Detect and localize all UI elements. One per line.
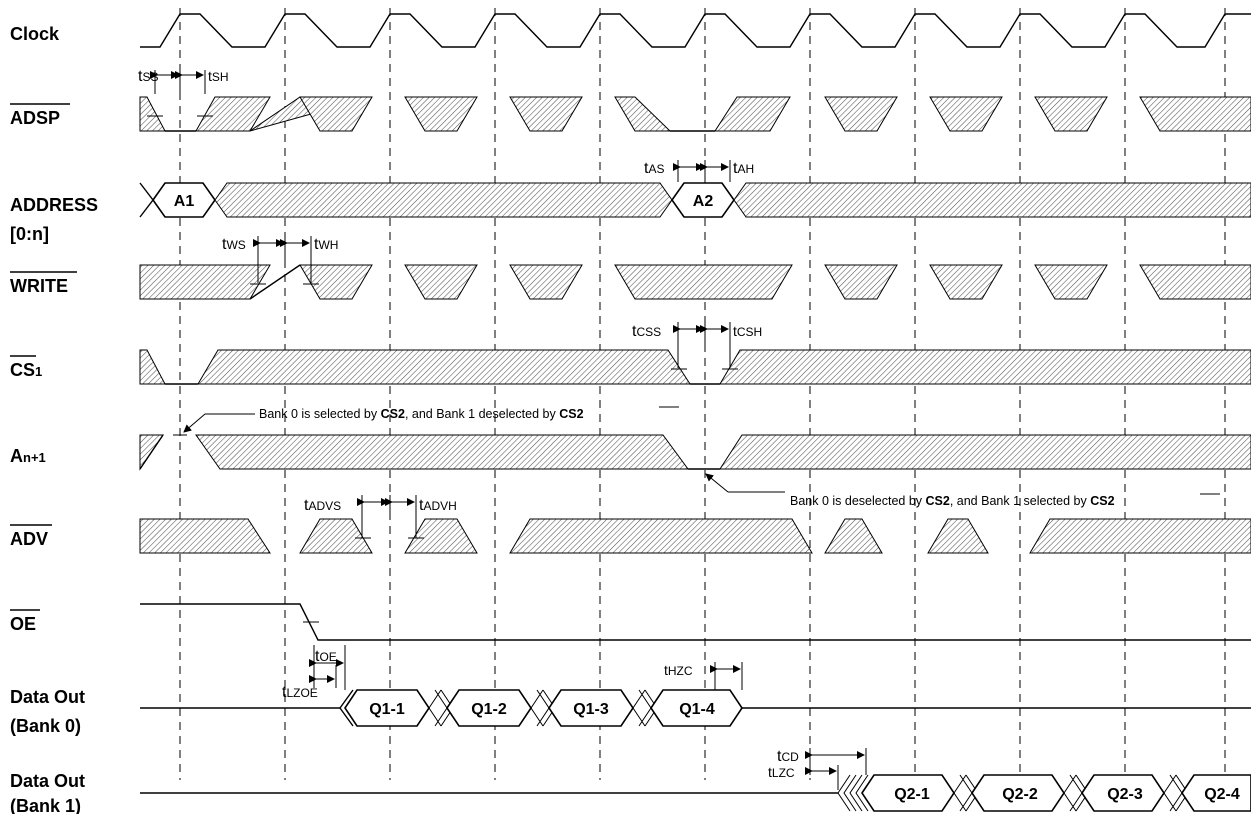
label-cs1: CS1	[10, 360, 42, 380]
timing-toe-tlzoe	[309, 645, 346, 690]
timing-tws-twh	[253, 236, 312, 283]
label-clock: Clock	[10, 24, 60, 44]
timing-tas-tah	[673, 160, 731, 182]
adv-waveform	[139, 518, 1251, 554]
timing-tcss-tcsh	[673, 322, 731, 368]
data-q1-4: Q1-4	[679, 701, 715, 718]
data-q2-2: Q2-2	[1002, 786, 1038, 803]
label-tcd: tCD	[777, 748, 799, 765]
label-twh: tWH	[314, 236, 338, 253]
label-data-out-bank0-line1: Data Out	[10, 687, 85, 707]
data-out-bank1-waveform	[140, 774, 1251, 812]
write-waveform	[139, 264, 1251, 300]
label-tah: tAH	[733, 160, 754, 177]
label-tlzc: tLZC	[768, 764, 795, 780]
label-tsh: tSH	[208, 68, 229, 84]
data-q1-1: Q1-1	[369, 701, 405, 718]
label-data-out-bank1-line2: (Bank 1)	[10, 796, 81, 814]
label-toe: tOE	[315, 648, 337, 665]
clock-reference-lines	[179, 8, 1226, 780]
label-tas: tAS	[644, 160, 664, 177]
adsp-waveform	[139, 96, 1251, 132]
data-q1-3: Q1-3	[573, 701, 609, 718]
note-bank-deselect-leader	[705, 473, 785, 493]
label-tlzoe: tLZOE	[282, 684, 318, 701]
an1-waveform	[139, 434, 1251, 471]
data-out-bank0-waveform	[140, 689, 1251, 727]
label-adsp: ADSP	[10, 108, 60, 128]
label-thzc: tHZC	[664, 662, 693, 678]
label-tss: tSS	[138, 68, 158, 85]
label-tcss: tCSS	[632, 323, 661, 340]
label-oe: OE	[10, 614, 36, 634]
label-tadvh: tADVH	[419, 497, 457, 514]
label-tws: tWS	[222, 236, 246, 253]
timing-tadvs-tadvh	[357, 495, 417, 538]
note-bank-deselect: Bank 0 is deselected by CS2, and Bank 1 …	[790, 494, 1115, 508]
data-q2-4: Q2-4	[1204, 786, 1240, 803]
note-bank-select: Bank 0 is selected by CS2, and Bank 1 de…	[259, 407, 584, 421]
data-q2-1: Q2-1	[894, 786, 930, 803]
data-q1-2: Q1-2	[471, 701, 507, 718]
timing-thzc	[710, 662, 743, 690]
label-tcsh: tCSH	[733, 323, 762, 339]
timing-tss-tsh	[150, 70, 206, 94]
label-data-out-bank1-line1: Data Out	[10, 771, 85, 791]
address-a2: A2	[693, 193, 714, 210]
label-address-range: [0:n]	[10, 224, 49, 244]
label-data-out-bank0-line2: (Bank 0)	[10, 716, 81, 736]
oe-waveform	[140, 603, 1251, 641]
label-address: ADDRESS	[10, 195, 98, 215]
cs1-waveform	[139, 349, 1251, 385]
address-waveform	[139, 182, 1251, 218]
address-a1: A1	[174, 193, 195, 210]
label-write: WRITE	[10, 276, 68, 296]
data-q2-3: Q2-3	[1107, 786, 1143, 803]
note-bank-select-leader	[183, 413, 255, 433]
label-adv: ADV	[10, 529, 48, 549]
label-tadvs: tADVS	[304, 497, 341, 514]
label-an1: An+1	[10, 446, 46, 466]
clock-waveform	[140, 13, 1251, 48]
timing-tcd-tlzc	[805, 748, 867, 790]
